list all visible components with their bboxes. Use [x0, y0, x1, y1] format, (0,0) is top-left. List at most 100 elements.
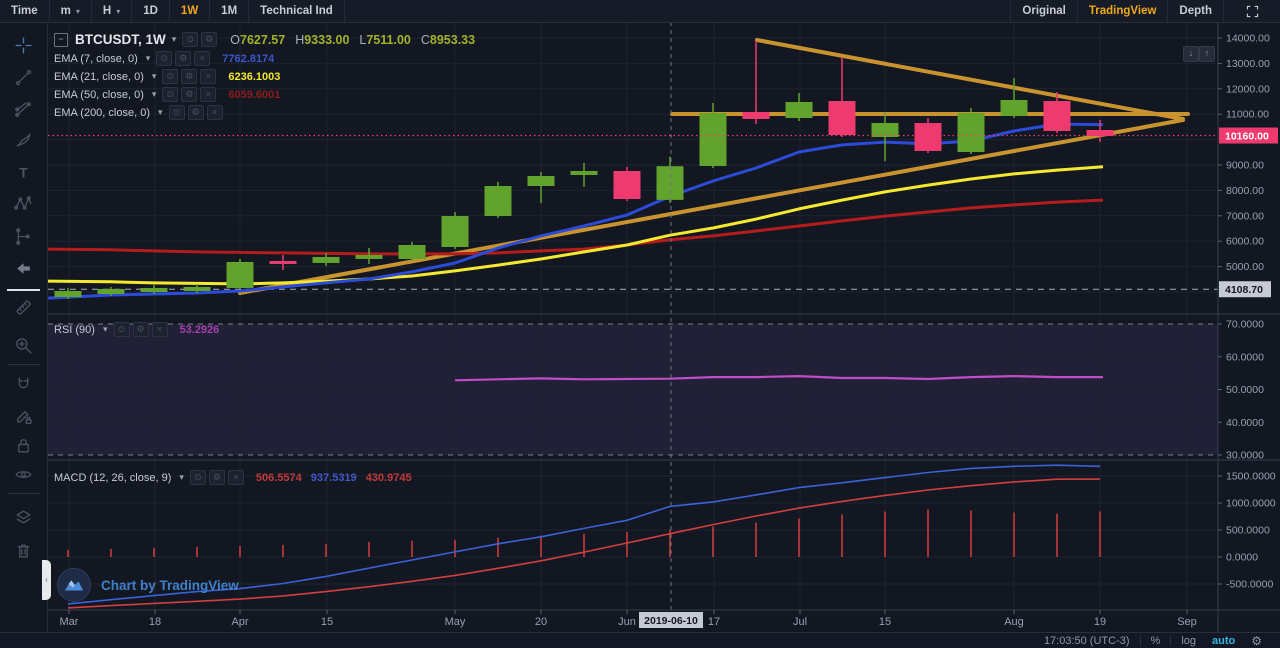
clock-text: 17:03:50 (UTC-3)	[1043, 634, 1130, 647]
time-tick-label: Mar	[60, 616, 79, 628]
eye-icon[interactable]: ⊙	[162, 69, 179, 84]
auto-scale-button[interactable]: auto	[1212, 634, 1236, 647]
eye-icon[interactable]: ⊙	[189, 470, 206, 485]
price-tick-label: 9000.00	[1226, 160, 1264, 172]
candle-up	[398, 244, 426, 259]
chevron-down-icon[interactable]: ▾	[158, 107, 163, 117]
candle-up	[441, 216, 469, 247]
rsi-tick-label: 30.0000	[1226, 450, 1264, 462]
arrow-mark-icon[interactable]	[9, 254, 38, 283]
macd-tick-label: 0.0000	[1226, 552, 1258, 564]
ohlc-value: 9333.00	[304, 32, 350, 47]
collapse-pane-icon[interactable]: −	[54, 32, 68, 47]
macd-histogram	[67, 509, 1101, 557]
arrow-down-button[interactable]: ↓	[1183, 46, 1199, 62]
statusbar: 17:03:50 (UTC-3) % log auto ⚙	[0, 632, 1280, 648]
hide-drawings-icon[interactable]	[9, 460, 38, 489]
price-tick-label: 14000.00	[1226, 33, 1270, 45]
rsi-tick-label: 50.0000	[1226, 384, 1264, 396]
drawing-lock-icon[interactable]	[9, 402, 38, 431]
tradingview-watermark[interactable]: Chart by TradingView	[57, 568, 239, 602]
close-icon[interactable]: ×	[200, 87, 217, 102]
topbar-button-1m[interactable]: 1M	[210, 0, 250, 22]
topbar-button-depth[interactable]: Depth	[1167, 0, 1223, 22]
candle-up	[785, 102, 813, 119]
close-icon[interactable]: ×	[151, 322, 168, 337]
eye-icon[interactable]: ⊙	[162, 87, 179, 102]
ohlc-letter: C	[420, 32, 430, 47]
topbar-button-tradingview[interactable]: TradingView	[1076, 0, 1168, 22]
percent-scale-button[interactable]: %	[1150, 634, 1161, 647]
symbol-title[interactable]: BTCUSDT, 1W	[75, 32, 166, 47]
time-tick-label: Jul	[793, 616, 807, 628]
close-icon[interactable]: ×	[200, 69, 217, 84]
text-tool-icon[interactable]: T	[9, 158, 38, 187]
topbar-button-m[interactable]: m ▾	[50, 0, 92, 22]
gear-icon[interactable]: ⚙	[1251, 633, 1262, 648]
pattern-xabcd-icon[interactable]	[9, 189, 38, 218]
pane-separators	[47, 22, 1280, 632]
topbar-button-h[interactable]: H ▾	[92, 0, 133, 22]
close-icon[interactable]: ×	[206, 105, 223, 120]
ohlc-value: 7511.00	[366, 32, 411, 47]
forecast-icon[interactable]	[9, 222, 38, 251]
topbar-button-technical-ind[interactable]: Technical Ind	[249, 0, 345, 22]
lock-all-icon[interactable]	[9, 431, 38, 460]
close-icon[interactable]: ×	[194, 51, 211, 66]
ohlc-value: 8953.33	[429, 32, 476, 47]
macd-tick-label: 500.0000	[1226, 525, 1270, 537]
macd-value: 506.5574	[255, 471, 302, 484]
object-tree-icon[interactable]	[9, 503, 38, 532]
zoom-in-icon[interactable]	[9, 331, 38, 360]
chevron-down-icon[interactable]: ▾	[151, 71, 157, 81]
macd-value: 937.5319	[310, 471, 357, 484]
topbar-button-1d[interactable]: 1D	[132, 0, 170, 22]
chevron-down-icon[interactable]: ▾	[171, 34, 177, 44]
candle-up	[957, 113, 985, 153]
topbar-button-time[interactable]: Time	[0, 0, 50, 22]
eye-icon[interactable]: ⊙	[168, 105, 185, 120]
gear-icon[interactable]: ⚙	[208, 470, 225, 485]
eye-icon[interactable]: ⊙	[156, 51, 173, 66]
candle-down	[1043, 100, 1071, 131]
ema-label: EMA (200, close, 0)	[54, 106, 150, 119]
brush-icon[interactable]	[9, 126, 38, 155]
gear-icon[interactable]: ⚙	[181, 87, 198, 102]
time-tick-label: 15	[879, 616, 891, 628]
eye-icon[interactable]: ⊙	[113, 322, 130, 337]
ohlc-letter: O	[230, 32, 241, 47]
macd-tick-label: -500.0000	[1226, 579, 1273, 591]
magnet-icon[interactable]	[9, 370, 38, 399]
close-icon[interactable]: ×	[227, 470, 244, 485]
fib-tools-icon[interactable]	[9, 94, 38, 123]
eye-icon[interactable]: ⊙	[182, 32, 199, 47]
topbar-button-1w[interactable]: 1W	[170, 0, 211, 22]
topbar-button-label: Time	[11, 5, 38, 17]
fullscreen-icon[interactable]	[1223, 0, 1280, 22]
ema-label: EMA (21, close, 0)	[54, 70, 144, 83]
remove-drawings-icon[interactable]	[9, 536, 38, 565]
toolbar-collapse-handle[interactable]: ‹	[42, 560, 51, 600]
time-tick-label: 19	[1094, 616, 1106, 628]
crosshair-icon[interactable]	[9, 31, 38, 60]
ema-value: 6059.6001	[228, 88, 281, 101]
gear-icon[interactable]: ⚙	[132, 322, 149, 337]
gear-icon[interactable]: ⚙	[201, 32, 218, 47]
chevron-down-icon[interactable]: ▾	[102, 324, 108, 334]
arrow-up-button[interactable]: ↑	[1199, 46, 1215, 62]
chevron-down-icon[interactable]: ▾	[179, 472, 184, 482]
chevron-down-icon[interactable]: ▾	[151, 89, 157, 99]
ruler-icon[interactable]	[9, 293, 38, 322]
gear-icon[interactable]: ⚙	[181, 69, 198, 84]
macd-value: 430.9745	[365, 471, 412, 484]
trend-line-icon[interactable]	[9, 63, 38, 92]
gear-icon[interactable]: ⚙	[187, 105, 204, 120]
log-scale-button[interactable]: log	[1181, 634, 1196, 647]
chevron-down-icon: ▾	[75, 6, 80, 16]
topbar-button-original[interactable]: Original	[1010, 0, 1076, 22]
candle-down	[742, 111, 770, 120]
chevron-down-icon[interactable]: ▾	[145, 53, 151, 63]
gear-icon[interactable]: ⚙	[175, 51, 192, 66]
ohlc-values: O 7627.57 H 9333.00 L 7511.00 C 8953.33	[220, 33, 475, 47]
